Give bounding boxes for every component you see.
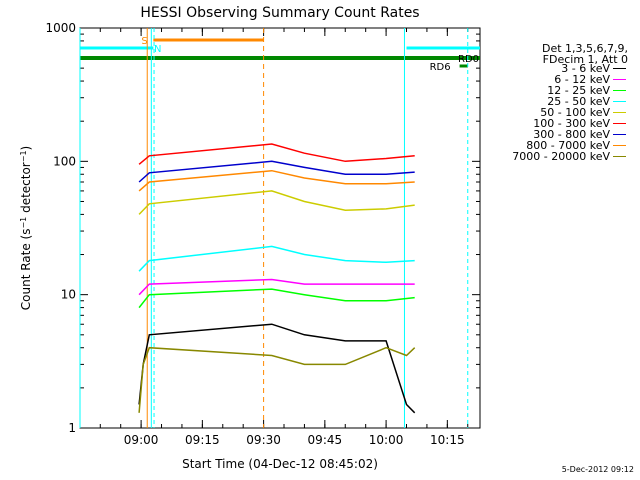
legend-item: 800 - 7000 keV [480,140,630,151]
legend-header-line-1: Det 1,3,5,6,7,9, [541,42,628,55]
series-line [138,278,415,296]
legend-swatch [613,134,626,135]
legend-label: 7000 - 20000 keV [512,150,610,163]
legend-item: 100 - 300 keV [480,118,630,129]
series-line [138,160,415,183]
legend-swatch [613,156,626,157]
footer-timestamp: 5-Dec-2012 09:12 [561,465,634,474]
x-tick-label: 09:30 [246,433,281,447]
annotation-label: S [141,36,147,47]
series-line [138,245,415,272]
x-tick-label: 10:15 [430,433,465,447]
legend-item: 6 - 12 keV [480,74,630,85]
legend-item: 25 - 50 keV [480,96,630,107]
legend-label: 25 - 50 keV [547,95,610,108]
legend-label: 50 - 100 keV [540,106,610,119]
legend-swatch [613,112,626,113]
legend-label: 3 - 6 keV [561,62,610,75]
legend-label: 800 - 7000 keV [526,139,610,152]
x-tick-label: 09:00 [124,433,159,447]
x-axis-label: Start Time (04-Dec-12 08:45:02) [182,457,378,471]
legend-item: 300 - 800 keV [480,129,630,140]
legend-swatch [613,90,626,91]
series-line [138,346,416,413]
x-tick-label: 09:45 [308,433,343,447]
legend-item: 3 - 6 keV [480,63,630,74]
legend-header-line-2: FDecim 1, Att 0 [542,53,628,66]
y-tick-label: 100 [53,154,76,168]
chart-title: HESSI Observing Summary Count Rates [140,5,419,21]
legend-swatch [613,145,626,146]
series-line [138,323,416,414]
series-line [138,143,415,165]
plot-area: 1 10 100 1000 09:00 09:15 09:30 09:45 10:00 10:15… [45,21,481,447]
annotation-label: N [154,44,161,55]
annotation-label: RD6 [430,62,451,73]
legend-label: 300 - 800 keV [533,128,610,141]
annotation-label: RD0 [458,54,479,65]
legend-swatch [613,68,626,69]
y-axis-label: Count Rate (s−1 detector−1) [19,146,34,310]
series-line [138,190,415,215]
y-tick-label: 10 [61,288,76,302]
x-tick-label: 09:15 [185,433,220,447]
legend-label: 12 - 25 keV [547,84,610,97]
series-line [138,169,415,192]
legend-item: 7000 - 20000 keV [480,151,630,162]
y-tick-label: 1 [68,421,76,435]
series-line [138,288,415,309]
legend-swatch [613,101,626,102]
legend-item: 12 - 25 keV [480,85,630,96]
legend: 3 - 6 keV 6 - 12 keV 12 - 25 keV 25 - 50… [480,63,630,162]
plot-frame [79,27,481,429]
legend-label: 6 - 12 keV [554,73,610,86]
legend-label: 100 - 300 keV [533,117,610,130]
x-tick-label: 10:00 [369,433,404,447]
legend-swatch [613,123,626,124]
legend-item: 50 - 100 keV [480,107,630,118]
y-tick-label: 1000 [45,21,76,35]
legend-swatch [613,79,626,80]
